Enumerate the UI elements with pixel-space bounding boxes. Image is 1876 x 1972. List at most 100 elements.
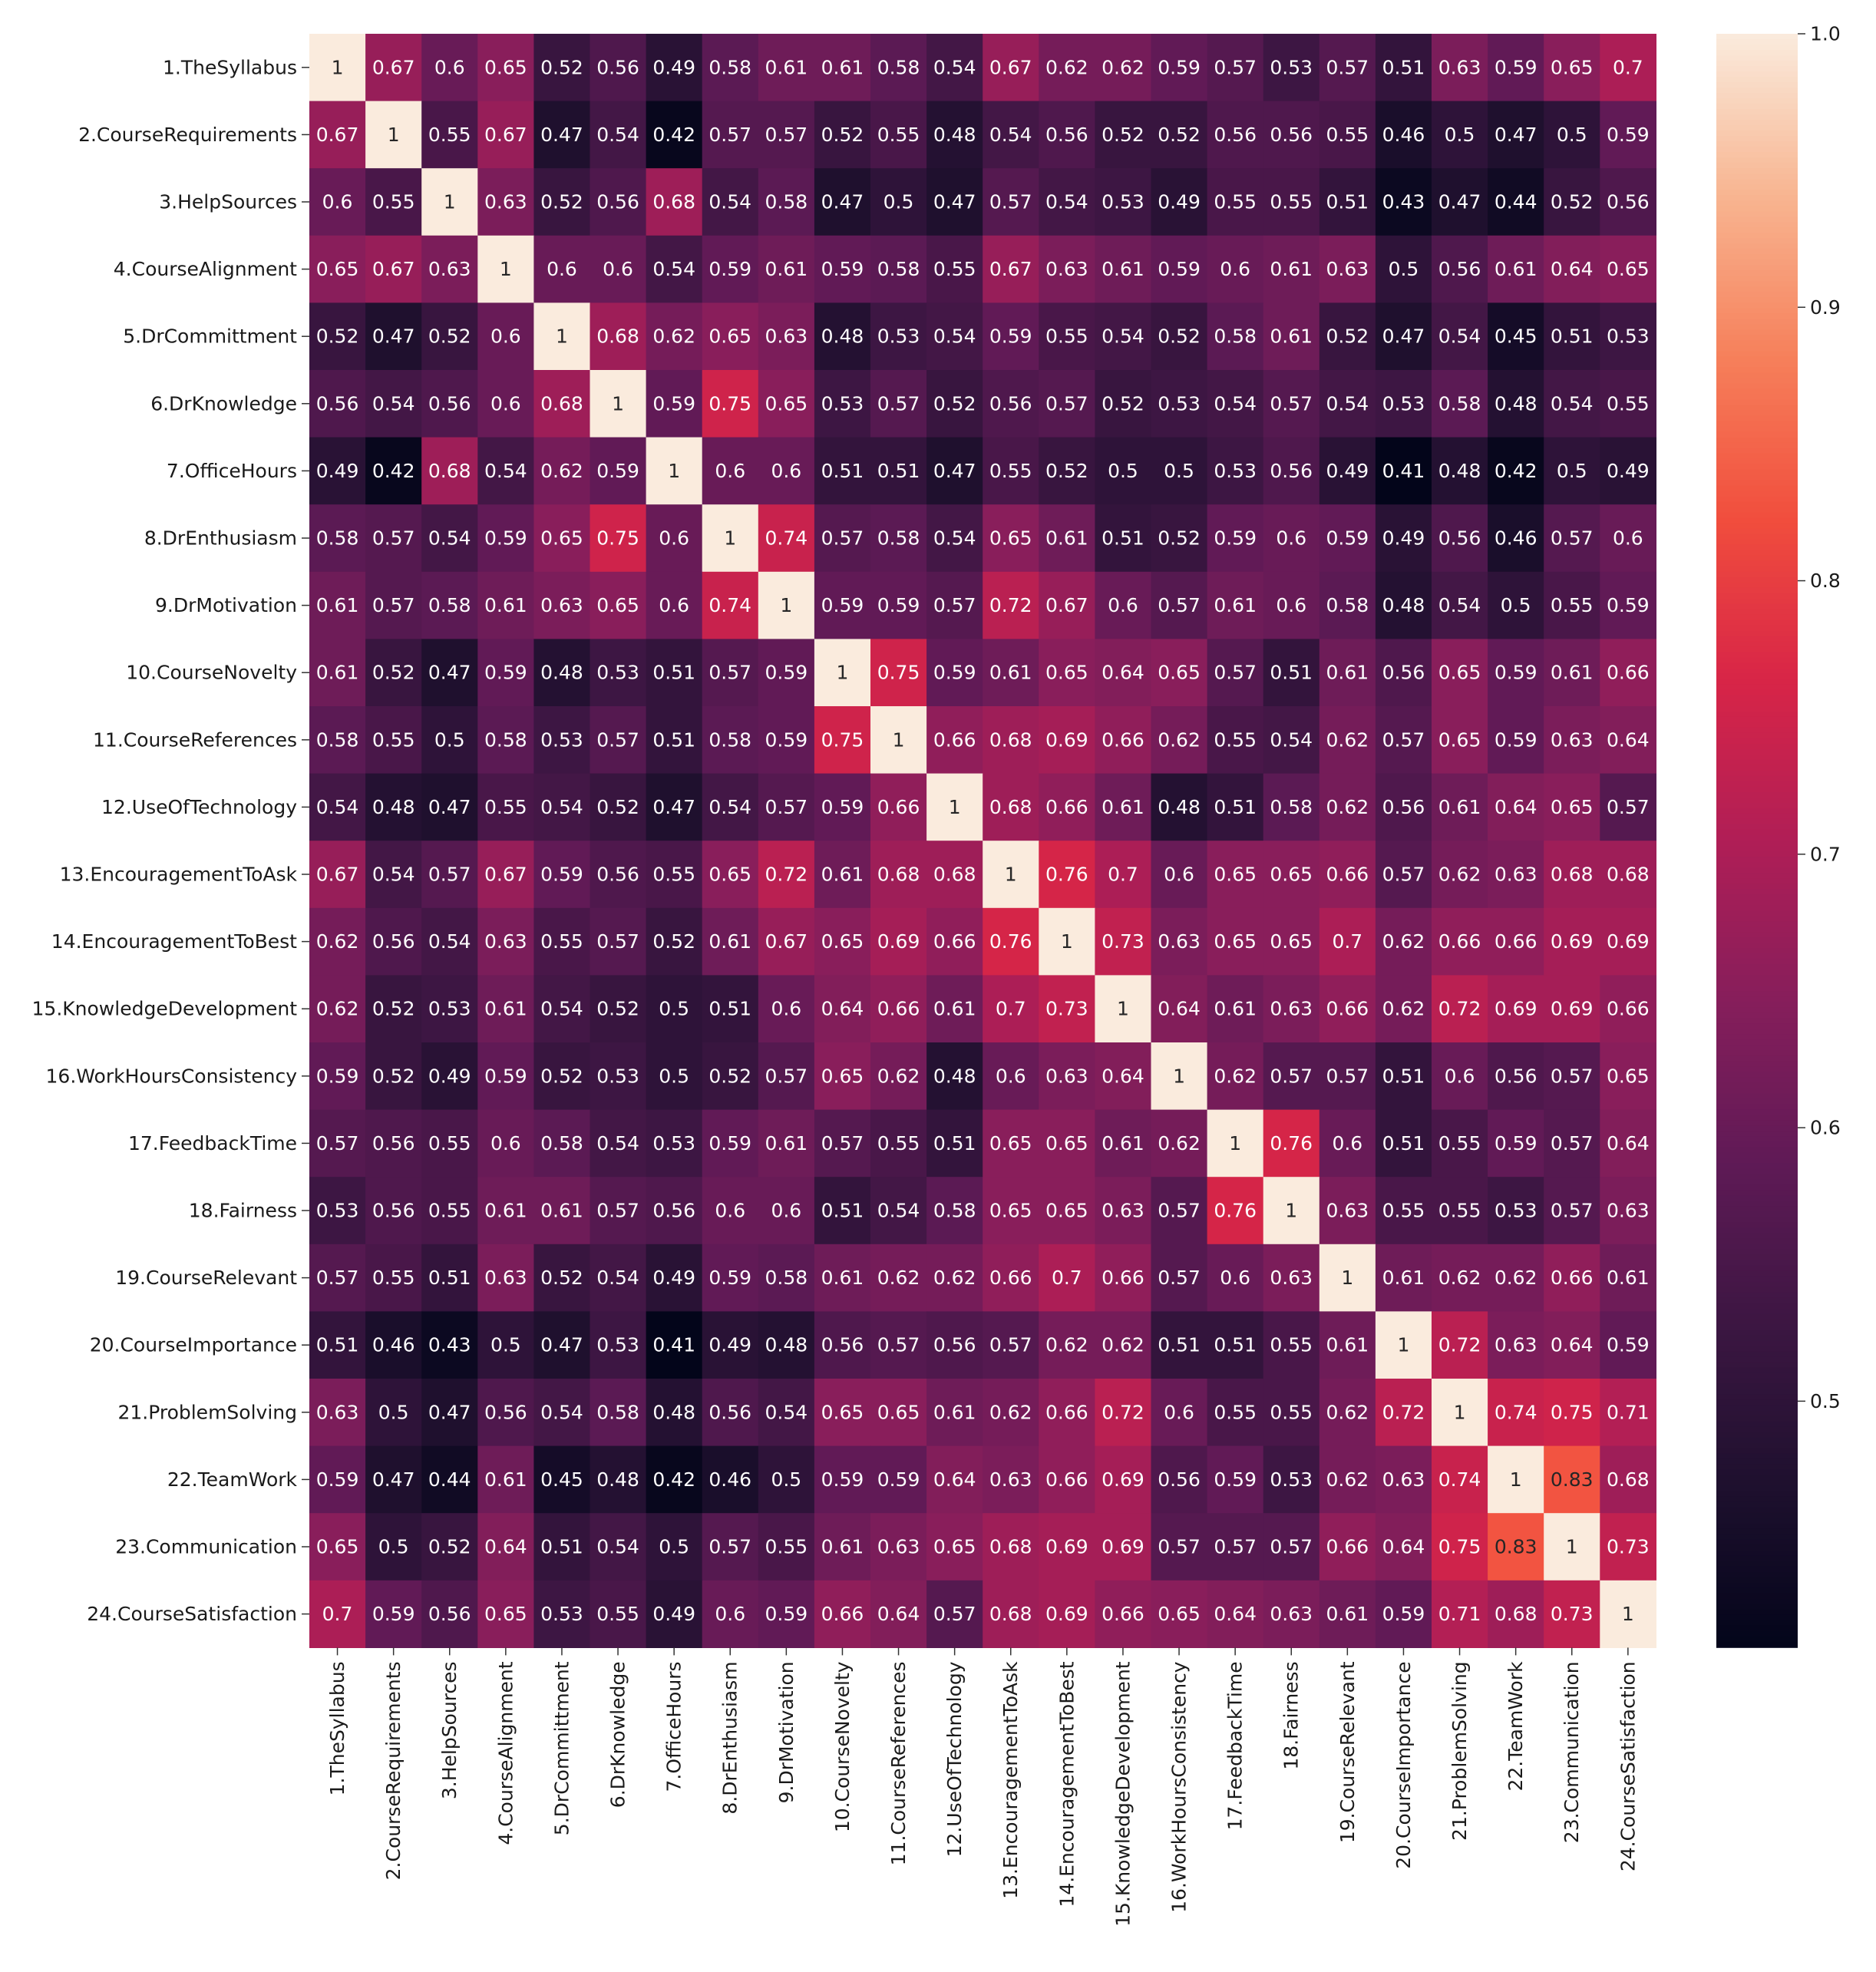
- colorbar-segment: [1716, 1351, 1798, 1358]
- cell-value-label: 0.59: [708, 1132, 751, 1154]
- cell-value-label: 0.58: [708, 728, 751, 751]
- heatmap-cell: [758, 235, 815, 303]
- heatmap-cell: [758, 975, 815, 1043]
- heatmap-cell: [1095, 706, 1152, 775]
- cell-value-label: 0.48: [652, 1401, 695, 1423]
- heatmap-cell: [926, 975, 983, 1043]
- cell-value-label: 0.62: [540, 460, 583, 482]
- heatmap-cell: [926, 504, 983, 573]
- heatmap-cell: [870, 302, 927, 371]
- heatmap-cell: [1600, 639, 1656, 707]
- cell-value-label: 0.72: [1101, 1401, 1144, 1423]
- heatmap-cell: [1207, 639, 1264, 707]
- heatmap-cell: [533, 504, 591, 573]
- heatmap-cell: [1319, 1109, 1376, 1178]
- heatmap-cell: [758, 34, 815, 102]
- cell-value-label: 1: [1285, 1200, 1297, 1222]
- colorbar-segment: [1716, 1007, 1798, 1014]
- colorbar-segment: [1716, 684, 1798, 691]
- y-axis-label: 18.Fairness: [189, 1200, 297, 1222]
- cell-value-label: 0.66: [821, 1603, 864, 1625]
- colorbar-segment: [1716, 254, 1798, 261]
- heatmap-cell: [1432, 370, 1488, 438]
- heatmap-cell: [1095, 1109, 1152, 1178]
- cell-value-label: 0.52: [540, 1267, 583, 1289]
- colorbar-tick-label: 0.9: [1810, 296, 1841, 319]
- heatmap-cell: [758, 1109, 815, 1178]
- cell-value-label: 0.72: [765, 864, 808, 886]
- cell-value-label: 0.54: [765, 1401, 808, 1423]
- cell-value-label: 0.58: [1326, 594, 1369, 616]
- heatmap-cell: [1488, 34, 1544, 102]
- heatmap-cell: [1544, 1445, 1600, 1514]
- cell-value-label: 0.64: [1495, 796, 1537, 818]
- y-axis-label: 5.DrCommittment: [123, 325, 297, 348]
- cell-value-label: 0.49: [652, 56, 695, 78]
- heatmap-cell: [702, 168, 759, 236]
- cell-value-label: 0.55: [484, 796, 527, 818]
- colorbar-segment: [1716, 959, 1798, 965]
- heatmap-cell: [870, 168, 927, 236]
- cell-value-label: 0.57: [1326, 1065, 1369, 1087]
- cell-value-label: 0.61: [484, 998, 527, 1020]
- heatmap-cell: [533, 1311, 591, 1379]
- heatmap-cell: [926, 437, 983, 505]
- cell-value-label: 0.63: [484, 930, 527, 953]
- cell-value-label: 0.57: [1551, 1132, 1594, 1154]
- heatmap-cell: [983, 1244, 1039, 1312]
- cell-value-label: 0.67: [765, 930, 808, 953]
- heatmap-cell: [1600, 1109, 1656, 1178]
- cell-value-label: 0.59: [821, 1468, 864, 1491]
- cell-value-label: 0.42: [652, 1468, 695, 1491]
- cell-value-label: 0.63: [1607, 1200, 1650, 1222]
- cell-value-label: 0.56: [1214, 124, 1257, 146]
- colorbar-segment: [1716, 1313, 1798, 1320]
- heatmap-cell: [1207, 1042, 1264, 1111]
- cell-value-label: 1: [1117, 998, 1129, 1020]
- cell-value-label: 0.67: [316, 864, 359, 886]
- cell-value-label: 0.6: [490, 1132, 521, 1154]
- colorbar-segment: [1716, 442, 1798, 449]
- colorbar-segment: [1716, 996, 1798, 1003]
- heatmap-cell: [421, 639, 478, 707]
- colorbar-segment: [1716, 302, 1798, 309]
- colorbar-segment: [1716, 1356, 1798, 1363]
- cell-value-label: 0.56: [372, 930, 415, 953]
- heatmap-cell: [1432, 1042, 1488, 1111]
- cell-value-label: 0.52: [540, 1065, 583, 1087]
- heatmap-cell: [365, 1177, 422, 1245]
- heatmap-cell: [421, 235, 478, 303]
- cell-value-label: 0.67: [484, 124, 527, 146]
- heatmap-cell: [758, 1311, 815, 1379]
- heatmap-cell: [590, 1042, 647, 1111]
- cell-value-label: 0.53: [540, 728, 583, 751]
- colorbar-segment: [1716, 1023, 1798, 1030]
- heatmap-cell: [870, 370, 927, 438]
- heatmap-cell: [1095, 639, 1152, 707]
- colorbar-segment: [1716, 71, 1798, 78]
- colorbar-segment: [1716, 646, 1798, 653]
- heatmap-cell: [1375, 1580, 1432, 1648]
- cell-value-label: 0.61: [708, 930, 751, 953]
- cell-value-label: 0.58: [316, 728, 359, 751]
- cell-value-label: 0.51: [1214, 796, 1257, 818]
- colorbar-segment: [1716, 437, 1798, 444]
- heatmap-cell: [702, 907, 759, 976]
- heatmap-cell: [1319, 1311, 1376, 1379]
- colorbar-segment: [1716, 243, 1798, 250]
- heatmap-cell: [365, 975, 422, 1043]
- cell-value-label: 0.56: [989, 392, 1032, 415]
- colorbar-segment: [1716, 1324, 1798, 1331]
- heatmap-cell: [1432, 34, 1488, 102]
- heatmap-cell: [1488, 1580, 1544, 1648]
- colorbar-segment: [1716, 388, 1798, 395]
- heatmap-cell: [1039, 1379, 1095, 1447]
- cell-value-label: 0.65: [989, 1132, 1032, 1154]
- heatmap-cell: [1207, 975, 1264, 1043]
- cell-value-label: 0.57: [1214, 1536, 1257, 1558]
- heatmap-cell: [983, 639, 1039, 707]
- cell-value-label: 0.59: [1607, 1334, 1650, 1356]
- cell-value-label: 0.63: [1495, 1334, 1537, 1356]
- cell-value-label: 0.66: [1326, 1536, 1369, 1558]
- heatmap-cell: [758, 571, 815, 639]
